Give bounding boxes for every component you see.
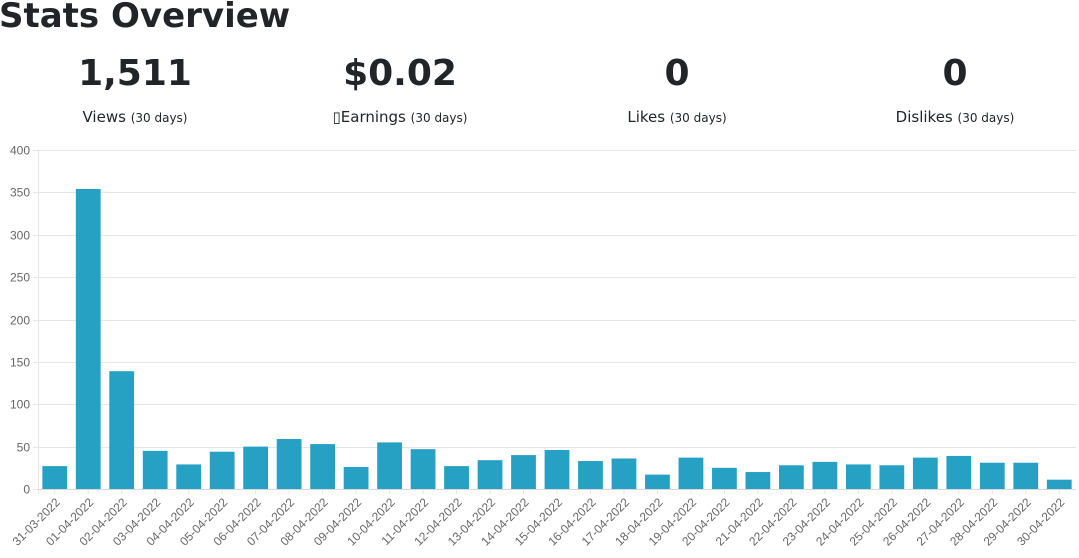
bar	[879, 465, 905, 489]
bar	[142, 450, 168, 489]
bar	[109, 371, 135, 489]
y-tick-label: 50	[17, 441, 31, 455]
stat-earnings-label: ▯Earnings	[332, 108, 406, 126]
y-tick-label: 250	[10, 271, 30, 285]
y-tick-label: 400	[10, 144, 30, 158]
stat-dislikes-value: 0	[942, 53, 968, 94]
bar	[343, 466, 369, 489]
stat-likes-label-row: Likes (30 days)	[542, 107, 812, 128]
y-tick-label: 0	[23, 483, 30, 497]
bar	[645, 474, 670, 489]
stat-likes-period: (30 days)	[669, 111, 727, 125]
stat-likes-label: Likes	[627, 108, 666, 126]
stat-views-period: (30 days)	[130, 111, 188, 125]
bar	[511, 455, 536, 489]
bar	[678, 457, 704, 489]
stat-dislikes-label-row: Dislikes (30 days)	[820, 107, 1079, 128]
bar	[712, 467, 737, 489]
bar	[243, 446, 269, 489]
bar	[75, 188, 101, 490]
bar	[477, 460, 503, 489]
stat-dislikes-period: (30 days)	[957, 111, 1015, 125]
y-tick-label: 350	[10, 186, 30, 200]
bar	[578, 461, 603, 489]
bar	[209, 451, 235, 489]
bar	[176, 464, 202, 489]
stat-dislikes-label: Dislikes	[895, 108, 953, 126]
bar	[745, 472, 771, 489]
bar	[979, 462, 1005, 489]
bar	[310, 444, 336, 489]
views-bar-chart: 05010015020025030035040031-03-202201-04-…	[10, 144, 1076, 549]
y-tick-label: 150	[10, 356, 30, 370]
bar	[276, 438, 302, 489]
y-tick-label: 300	[10, 229, 30, 243]
stat-views: 1,511 Views (30 days)	[0, 50, 270, 128]
bar	[946, 455, 972, 489]
bar	[1046, 479, 1072, 489]
stat-views-value: 1,511	[78, 53, 192, 94]
bar	[444, 466, 469, 489]
bar	[778, 465, 804, 489]
bar	[544, 450, 570, 489]
stat-views-label: Views	[82, 108, 126, 126]
stat-likes: 0 Likes (30 days)	[542, 50, 812, 128]
bar	[1013, 462, 1039, 489]
bar	[912, 457, 938, 489]
stat-dislikes: 0 Dislikes (30 days)	[820, 50, 1079, 128]
bar	[845, 464, 871, 489]
page-title: Stats Overview	[0, 0, 291, 36]
y-tick-label: 100	[10, 398, 30, 412]
bar	[377, 442, 402, 489]
stat-earnings: $0.02 ▯Earnings (30 days)	[265, 50, 535, 128]
bar	[611, 458, 637, 489]
y-tick-label: 200	[10, 314, 30, 328]
bar	[410, 449, 436, 489]
stat-views-label-row: Views (30 days)	[0, 107, 270, 128]
stat-earnings-label-row: ▯Earnings (30 days)	[265, 107, 535, 128]
stat-earnings-period: (30 days)	[410, 111, 468, 125]
stat-likes-value: 0	[664, 53, 690, 94]
bar	[42, 466, 68, 489]
bar	[812, 461, 838, 489]
stat-earnings-value: $0.02	[343, 53, 457, 94]
